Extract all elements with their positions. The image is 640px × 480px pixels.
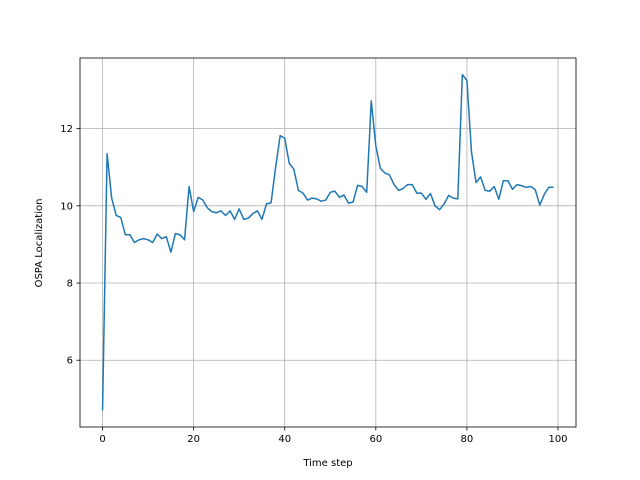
y-tick-label: 6 [67,356,73,367]
x-tick-label: 40 [278,434,291,445]
x-tick-label: 80 [461,434,474,445]
x-tick-label: 60 [369,434,382,445]
x-tick-label: 20 [187,434,200,445]
x-tick-label: 0 [99,434,105,445]
plot-frame [79,57,577,428]
y-tick-label: 12 [60,124,73,135]
y-tick-label: 8 [67,279,73,290]
x-axis-label: Time step [302,458,352,469]
data-line [101,73,554,411]
y-tick-label: 10 [60,201,73,212]
y-axis-label: OSPA Localization [34,199,45,288]
x-tick-label: 100 [548,434,567,445]
